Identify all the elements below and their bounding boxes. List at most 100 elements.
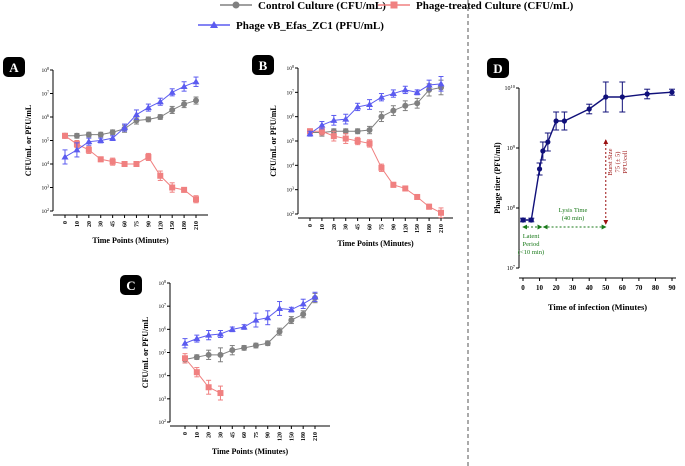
data-point-phage_treated [97, 156, 104, 163]
data-point-phage_titer [389, 90, 397, 97]
y-axis-label: Phage titer (PFU/ml) [493, 142, 502, 214]
series-line-phage_treated [64, 135, 197, 200]
data-point-control [157, 114, 164, 120]
data-point-phage-titer [553, 118, 559, 124]
data-point-control [390, 107, 397, 114]
x-tick-label: 0 [521, 284, 525, 292]
data-point-control [181, 101, 188, 108]
data-point-phage_treated [62, 132, 68, 139]
x-axis-label: Time Points (Minutes) [92, 236, 169, 245]
y-tick-label: 105 [159, 348, 167, 357]
x-tick-label: 70 [635, 284, 643, 292]
x-tick-label: 20 [87, 221, 93, 227]
x-tick-label: 180 [182, 221, 188, 230]
data-point-phage_titer [437, 80, 445, 87]
data-point-phage_titer [354, 103, 362, 110]
svg-text:D: D [493, 61, 502, 76]
data-point-phage_titer [61, 153, 69, 160]
data-point-phage-titer [603, 94, 609, 100]
data-point-phage_titer [156, 98, 164, 105]
y-tick-label: 103 [42, 183, 50, 192]
data-point-phage_treated [109, 158, 116, 165]
y-tick-label: 105 [287, 137, 295, 146]
data-point-phage_titer [287, 306, 295, 313]
data-point-phage_treated [390, 181, 397, 188]
y-tick-label: 103 [159, 394, 167, 403]
x-tick-label: 0 [183, 432, 189, 435]
data-point-phage-titer [586, 106, 592, 112]
x-tick-label: 75 [254, 432, 260, 438]
data-point-phage_treated [438, 209, 444, 216]
x-tick-label: 150 [289, 432, 295, 441]
data-point-phage_titer [276, 304, 284, 311]
legend-marker-phage-titer [210, 21, 218, 28]
x-tick-label: 60 [368, 224, 374, 230]
panel-label-b: B [252, 55, 274, 75]
x-tick-label: 0 [63, 221, 69, 224]
data-point-control [169, 106, 176, 113]
x-tick-label: 50 [602, 284, 610, 292]
data-point-control [241, 344, 248, 351]
data-point-phage_treated [318, 128, 325, 135]
data-point-phage_treated [414, 193, 421, 200]
x-tick-label: 45 [356, 224, 362, 230]
data-point-phage_treated [354, 138, 361, 144]
data-point-control [366, 127, 373, 134]
data-point-control [73, 132, 80, 139]
x-tick-label: 90 [669, 284, 677, 292]
x-tick-label: 75 [379, 224, 385, 230]
x-tick-label: 180 [301, 432, 307, 441]
data-point-phage_treated [121, 161, 128, 167]
chart-panel-d: 107 108 109 1010 0 10 20 30 40 50 60 70 80 90 LatentPe… [493, 81, 677, 312]
panel-label-c: C [120, 275, 142, 295]
data-point-control [109, 129, 116, 136]
data-point-control [205, 351, 212, 358]
data-point-phage_titer [144, 104, 152, 111]
x-tick-label: 10 [75, 221, 81, 227]
series-line-phage_treated [310, 130, 442, 214]
data-point-phage_titer [413, 88, 421, 95]
data-point-phage_titer [109, 134, 117, 141]
y-tick-label: 103 [287, 185, 295, 194]
y-tick-label: 102 [287, 210, 295, 219]
x-tick-label: 210 [439, 224, 445, 233]
data-point-control [264, 340, 271, 347]
data-point-phage_titer [85, 138, 93, 145]
y-tick-label: 104 [42, 160, 50, 169]
x-tick-label: 90 [391, 224, 397, 230]
data-point-phage_treated [342, 135, 349, 142]
panel-label-a: A [3, 57, 25, 77]
series-line-phage_treated [184, 357, 221, 394]
data-point-phage_treated [145, 153, 152, 160]
data-point-control [85, 131, 92, 138]
data-point-phage_treated [205, 384, 212, 391]
data-point-phage_treated [85, 146, 92, 153]
data-point-phage_titer [168, 88, 176, 95]
data-point-control [378, 113, 385, 120]
data-point-control [414, 100, 421, 107]
data-point-phage_titer [311, 293, 319, 300]
y-tick-label: 104 [159, 371, 167, 380]
data-point-control [97, 131, 104, 138]
data-point-phage_treated [182, 355, 188, 362]
y-tick-label: 108 [287, 64, 295, 73]
x-tick-label: 150 [170, 221, 176, 230]
data-point-phage_treated [193, 369, 200, 376]
lysis-time-label: (40 min) [562, 215, 585, 222]
data-point-phage_treated [193, 196, 199, 203]
data-point-control [402, 102, 409, 109]
data-point-phage_treated [169, 184, 176, 191]
data-point-phage_titer [216, 330, 224, 337]
y-axis-label: CFU/mL or PFU/mL [24, 105, 33, 176]
data-point-phage_treated [366, 140, 373, 147]
data-point-control [300, 311, 307, 318]
x-tick-label: 210 [313, 432, 319, 441]
y-tick-label: 107 [507, 264, 516, 273]
y-tick-label: 106 [287, 112, 295, 121]
x-tick-label: 75 [134, 221, 140, 227]
data-point-control [217, 351, 224, 358]
chart-panel-b: 102 103 104 105 106 107 108 0 10 20 30 45 60 75 90 120 1… [269, 64, 453, 248]
data-point-phage_titer [377, 93, 385, 100]
data-point-phage_titer [425, 81, 433, 88]
data-point-phage_treated [426, 203, 433, 210]
